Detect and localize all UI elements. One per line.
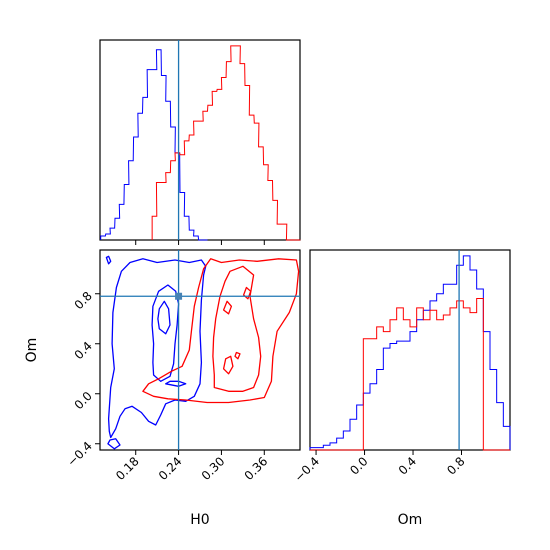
om-histogram-series-1 [310, 297, 510, 451]
h0-histogram-series-0 [100, 49, 208, 241]
contour-island-9 [222, 300, 233, 315]
contour-island-3 [165, 380, 187, 387]
om-xtick-label-1: 0.0 [347, 454, 370, 477]
contour-xtick-label-1: 0.24 [156, 454, 185, 483]
contour-island-10 [242, 286, 252, 300]
om-marginal-frame [309, 249, 511, 451]
contour-xtick-label-2: 0.30 [199, 454, 228, 483]
om-histograms [309, 255, 511, 451]
contour-outer-0 [107, 258, 207, 439]
contour-island-11 [234, 351, 241, 360]
xlabel-h0: H0 [190, 512, 209, 528]
contour-island-5 [105, 255, 112, 265]
contour-inner-7 [212, 265, 262, 392]
contour-ytick-label-2: 0.4 [72, 339, 95, 362]
contour-ytick-label-1: 0.0 [72, 389, 95, 412]
contour-outer-6 [142, 258, 300, 404]
contour-xtick-label-3: 0.36 [242, 454, 271, 483]
om-xtick-label-0: −0.4 [292, 454, 323, 485]
contour-ytick-label-3: 0.8 [72, 289, 95, 312]
h0-marginal-frame [99, 39, 301, 241]
xlabel-om: Om [398, 512, 423, 528]
om-marginal-panel: −0.4 0.0 0.4 0.8 Om [292, 249, 511, 528]
om-xtick-label-3: 0.8 [444, 454, 467, 477]
h0-histograms [100, 45, 301, 241]
ylabel-om: Om [24, 338, 40, 363]
contour-core-8 [222, 355, 234, 375]
h0-marginal-panel [99, 39, 301, 245]
truth-marker [175, 292, 183, 300]
contour-core-2 [157, 300, 171, 335]
h0-om-contour-panel: 0.18 0.24 0.30 0.36 −0.4 0.0 0.4 0.8 H0 Om [24, 249, 301, 528]
contour-xtick-label-0: 0.18 [113, 454, 142, 483]
contour-island-4 [107, 438, 121, 450]
h0-marginal-ticks [135, 240, 265, 245]
h0-histogram-series-1 [151, 45, 301, 241]
contour-ytick-label-0: −0.4 [64, 439, 95, 470]
contour-lines [105, 255, 300, 450]
om-histogram-series-0 [309, 255, 511, 450]
om-marginal-ticks: −0.4 0.0 0.4 0.8 [292, 450, 468, 485]
om-xtick-label-2: 0.4 [396, 454, 419, 477]
